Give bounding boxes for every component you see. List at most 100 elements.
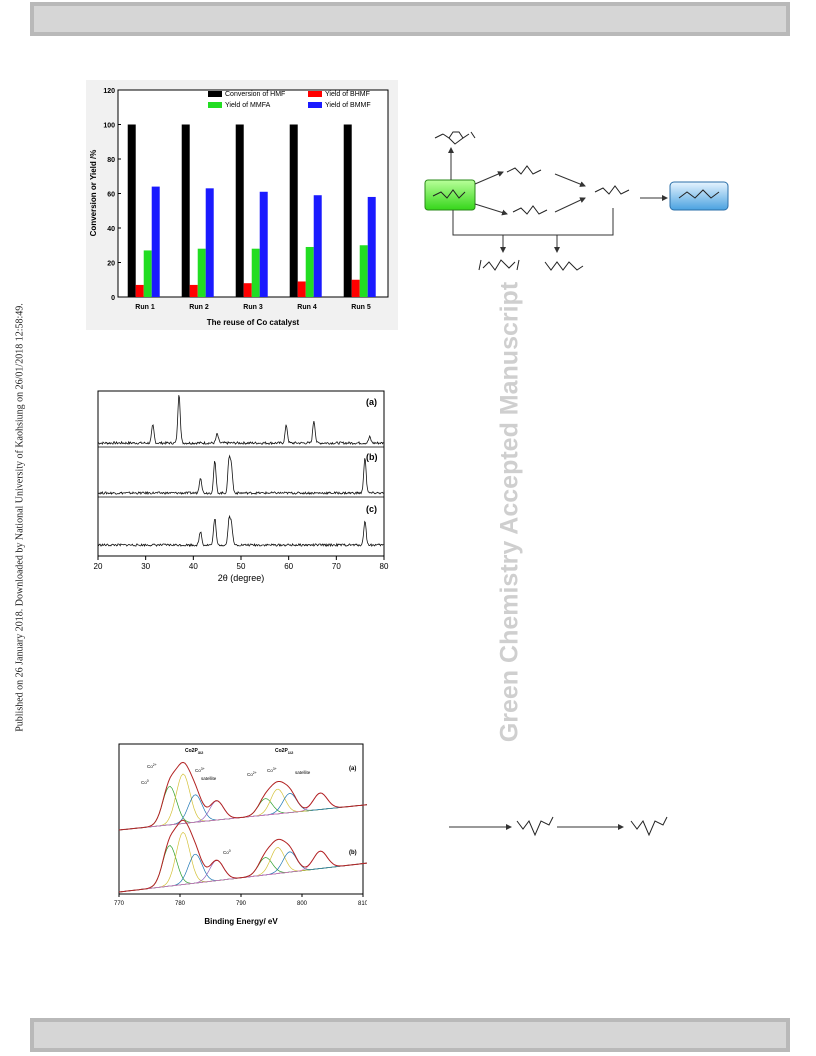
- bar-conversion-of-hmf: [181, 124, 190, 297]
- panel-label: (a): [349, 766, 356, 772]
- bar-yield-of-bhmf: [189, 284, 198, 297]
- bar-yield-of-bmmf: [313, 195, 322, 297]
- panel-label: (a): [366, 397, 377, 407]
- legend-swatch: [308, 91, 322, 97]
- panel-label: (b): [366, 452, 378, 462]
- annotation-co2plus-b: Co2+: [247, 771, 257, 777]
- x-tick-label: 780: [175, 901, 186, 907]
- footer-bar: [30, 1018, 790, 1052]
- x-tick-label: 40: [189, 562, 198, 571]
- x-tick-label: 20: [94, 562, 103, 571]
- legend-swatch: [208, 91, 222, 97]
- y-tick-label: 100: [103, 123, 115, 130]
- molecule-ring-opening: [544, 261, 584, 271]
- reaction-scheme: [424, 131, 729, 271]
- annotation-co3plus: Co3+: [195, 767, 205, 773]
- bar-yield-of-bhmf: [135, 284, 144, 297]
- bracket-line: [452, 208, 614, 236]
- molecule-intermediate: [516, 816, 554, 837]
- hmf-box: [424, 179, 476, 211]
- bar-yield-of-bmmf: [367, 196, 376, 297]
- annotation-co0-b: Co0: [223, 849, 231, 855]
- arrow: [474, 203, 508, 216]
- x-tick-label: 60: [284, 562, 293, 571]
- x-tick-label: Run 3: [243, 304, 263, 311]
- arrow: [554, 197, 586, 213]
- x-tick-label: 50: [237, 562, 246, 571]
- annotation-satellite: satellite: [201, 776, 217, 781]
- xrd-chart: (a) (b) (c) 20 30 40 50 60 70 80 2θ (degree): [94, 390, 389, 583]
- panel-label: (b): [349, 850, 357, 856]
- x-axis-label: Binding Energy/ eV: [204, 917, 278, 926]
- x-axis-label: The reuse of Co catalyst: [207, 318, 300, 327]
- reaction-scheme-2: [449, 816, 668, 837]
- bar-yield-of-mmfa: [143, 250, 152, 297]
- xrd-trace: [97, 395, 384, 446]
- x-tick-label: Run 4: [297, 304, 317, 311]
- y-tick-label: 120: [103, 88, 115, 95]
- molecule-mmfa: [512, 205, 548, 215]
- annotation-co2p32: Co2P3/2: [185, 748, 204, 755]
- y-tick-label: 80: [107, 157, 115, 164]
- bar-yield-of-mmfa: [305, 246, 314, 297]
- xps-envelope: [118, 819, 367, 893]
- legend-label: Yield of BHMF: [325, 91, 370, 98]
- molecule-bmmf: [678, 189, 720, 199]
- bar-yield-of-mmfa: [359, 245, 368, 297]
- xrd-trace: [97, 454, 384, 496]
- arrow: [554, 173, 586, 187]
- bar-conversion-of-hmf: [289, 124, 298, 297]
- bar-yield-of-mmfa: [197, 248, 206, 297]
- bar-yield-of-bmmf: [151, 186, 160, 297]
- y-tick-label: 0: [111, 295, 115, 302]
- legend-swatch: [208, 102, 222, 108]
- x-axis-label: 2θ (degree): [218, 573, 265, 583]
- bar-yield-of-bmmf: [259, 191, 268, 297]
- bar-yield-of-mmfa: [251, 248, 260, 297]
- xps-envelope: [118, 761, 367, 831]
- y-tick-label: 40: [107, 226, 115, 233]
- molecule-bhmf: [506, 165, 542, 175]
- molecule-intermediate: [594, 185, 630, 195]
- watermark-text: Green Chemistry Accepted Manuscript: [495, 281, 524, 743]
- y-axis-label: Conversion or Yield /%: [89, 150, 98, 237]
- x-tick-label: Run 5: [351, 304, 371, 311]
- annotation-co2plus: Co2+: [147, 763, 157, 769]
- molecule-polymer: [478, 259, 520, 271]
- x-tick-label: 30: [141, 562, 150, 571]
- x-tick-label: 790: [236, 901, 247, 907]
- legend-label: Yield of BMMF: [325, 102, 371, 109]
- molecule-top: [434, 131, 476, 145]
- bar-conversion-of-hmf: [343, 124, 352, 297]
- x-tick-label: 800: [297, 901, 308, 907]
- plot-area: [97, 390, 385, 557]
- reuse-bar-chart: 0 20 40 60 80 100 120 Run 1 Run 2 Run 3 Run 4 Run …: [86, 80, 398, 330]
- legend-label: Conversion of HMF: [225, 91, 285, 98]
- x-tick-label: 810: [358, 901, 367, 907]
- bmmf-box: [669, 181, 729, 211]
- bar-conversion-of-hmf: [127, 124, 136, 297]
- legend-label: Yield of MMFA: [225, 102, 271, 109]
- xrd-trace: [97, 514, 384, 548]
- y-tick-label: 60: [107, 192, 115, 199]
- annotation-co2p12: Co2P1/2: [275, 748, 294, 755]
- header-bar: [30, 2, 790, 36]
- bar-yield-of-bhmf: [243, 283, 252, 297]
- bar-yield-of-bmmf: [205, 188, 214, 297]
- arrow: [474, 171, 504, 185]
- y-tick-label: 20: [107, 261, 115, 268]
- annotation-co3plus-b: Co3+: [267, 767, 277, 773]
- bar-yield-of-bhmf: [297, 281, 306, 297]
- legend-swatch: [308, 102, 322, 108]
- molecule-hmf: [432, 189, 466, 199]
- publication-note: Published on 26 January 2018. Downloaded…: [14, 303, 26, 732]
- x-tick-label: 770: [114, 901, 125, 907]
- x-tick-label: 80: [380, 562, 389, 571]
- plot-area: [118, 743, 364, 895]
- x-tick-label: Run 1: [135, 304, 155, 311]
- panel-label: (c): [366, 504, 377, 514]
- xps-chart: (a) (b) 770 780 790 800 810 Co2P3/2 Co2P1/2 C…: [114, 743, 367, 926]
- x-tick-label: Run 2: [189, 304, 209, 311]
- molecule-product: [630, 816, 668, 837]
- bar-conversion-of-hmf: [235, 124, 244, 297]
